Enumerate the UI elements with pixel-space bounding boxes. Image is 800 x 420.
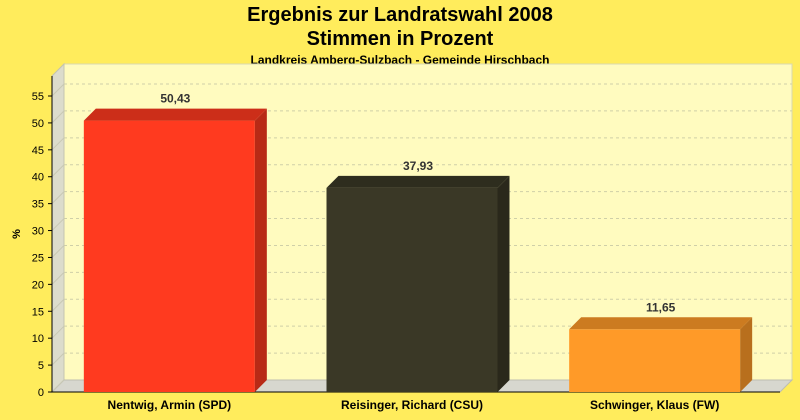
bar-top xyxy=(83,108,267,121)
y-tick-label: 25 xyxy=(32,252,44,264)
y-tick-label: 20 xyxy=(32,279,44,291)
y-tick-label: 45 xyxy=(32,145,44,157)
bar-front xyxy=(326,187,498,392)
bar-1: 50,43 xyxy=(83,92,267,392)
y-tick-label: 55 xyxy=(32,91,44,103)
grid-diagonal xyxy=(51,298,65,312)
bar-2: 37,93 xyxy=(326,159,510,392)
grid-diagonal xyxy=(51,379,65,393)
y-tick-label: 5 xyxy=(38,360,44,372)
data-label: 11,65 xyxy=(646,300,676,314)
grid-diagonal xyxy=(51,352,65,366)
y-axis-label: % xyxy=(11,229,23,239)
y-tick-label: 10 xyxy=(32,333,44,345)
bar-side xyxy=(254,108,267,392)
y-tick-label: 35 xyxy=(32,199,44,211)
grid-diagonal xyxy=(51,83,65,97)
grid-diagonal xyxy=(51,137,65,151)
x-tick-label: Reisinger, Richard (CSU) xyxy=(341,398,483,412)
grid-diagonal xyxy=(51,110,65,124)
bar-front xyxy=(569,329,741,392)
x-tick-label: Nentwig, Armin (SPD) xyxy=(108,398,232,412)
data-label: 37,93 xyxy=(403,159,433,173)
x-tick-label: Schwinger, Klaus (FW) xyxy=(590,398,719,412)
y-tick-label: 15 xyxy=(32,306,44,318)
grid-diagonal xyxy=(51,191,65,204)
chart-title: Ergebnis zur Landratswahl 2008 xyxy=(247,4,553,26)
y-tick-label: 0 xyxy=(38,387,44,399)
y-tick-label: 40 xyxy=(32,172,44,184)
bar-front xyxy=(83,120,255,392)
grid-diagonal xyxy=(51,272,65,285)
bar-side xyxy=(497,175,510,392)
grid-diagonal xyxy=(51,164,65,178)
bar-top xyxy=(569,317,753,330)
bar-top xyxy=(326,175,510,188)
bar-3: 11,65 xyxy=(569,300,753,392)
grid-diagonal xyxy=(51,218,65,231)
grid-diagonal xyxy=(51,325,65,339)
y-tick-label: 30 xyxy=(32,226,44,238)
bar-side xyxy=(740,317,753,392)
y-tick-label: 50 xyxy=(32,118,44,130)
chart-title-line2: Stimmen in Prozent xyxy=(306,28,494,50)
data-label: 50,43 xyxy=(160,92,190,106)
grid-diagonal xyxy=(51,245,65,258)
